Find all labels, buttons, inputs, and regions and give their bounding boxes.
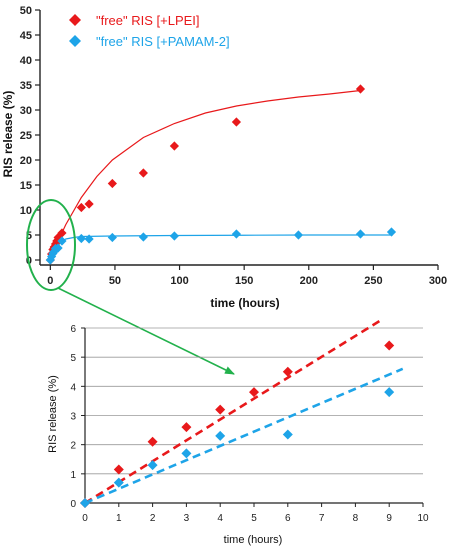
data-point-series-1	[293, 230, 304, 240]
bottom-x-axis-title: time (hours)	[224, 534, 283, 546]
bottom-y-ticks: 0 1 2 3 4 5 6	[70, 324, 85, 510]
legend-pamam-marker	[69, 35, 81, 47]
bottom-x-tick-label: 2	[150, 513, 156, 524]
bottom-grid	[85, 327, 423, 475]
bottom-x-tick-label: 10	[417, 513, 429, 524]
bottom-y-tick-label: 2	[70, 441, 76, 452]
zoom-data-point-series-0	[215, 404, 226, 415]
zoom-data-point-series-1	[80, 498, 90, 508]
bottom-data-points	[80, 340, 395, 508]
data-point-series-1	[57, 236, 67, 246]
bottom-y-tick-label: 6	[70, 324, 76, 335]
data-point-series-0	[355, 84, 366, 94]
top-x-axis-title: time (hours)	[210, 296, 279, 310]
bottom-x-tick-label: 7	[319, 513, 325, 524]
zoom-data-point-series-0	[181, 422, 192, 433]
top-axes	[39, 10, 438, 266]
bottom-y-tick-label: 1	[70, 470, 76, 481]
data-point-series-1	[53, 243, 63, 253]
bottom-y-tick-label: 4	[70, 382, 76, 393]
data-point-series-1	[107, 232, 117, 243]
legend-lpei-label: "free" RIS [+LPEI]	[96, 13, 200, 28]
top-y-tick-label: 20	[20, 155, 32, 167]
bottom-x-ticks: 0 1 2 3 4 5 6 7 8 9 10	[82, 503, 429, 524]
legend: "free" RIS [+LPEI] "free" RIS [+PAMAM-2]	[69, 13, 230, 49]
data-point-series-1	[355, 229, 366, 239]
bottom-x-tick-label: 6	[285, 513, 291, 524]
top-y-tick-label: 25	[20, 130, 32, 142]
data-point-series-0	[57, 228, 67, 238]
zoom-data-point-series-0	[384, 340, 395, 351]
top-y-tick-label: 15	[20, 180, 32, 192]
data-point-series-1	[138, 232, 148, 242]
top-x-tick-label: 200	[300, 275, 318, 287]
zoom-data-point-series-0	[113, 464, 124, 475]
bottom-x-tick-label: 5	[251, 513, 257, 524]
top-x-tick-label: 300	[429, 275, 447, 287]
bottom-x-tick-label: 0	[82, 513, 88, 524]
fit-curve-series-0	[49, 89, 361, 261]
top-x-tick-label: 250	[364, 275, 382, 287]
zoom-data-point-series-0	[282, 366, 293, 377]
data-point-series-1	[386, 227, 397, 237]
data-point-series-0	[107, 178, 117, 189]
top-y-tick-label: 50	[20, 5, 32, 17]
release-chart-zoom: 0 1 2 3 4 5 6 7 8 9 10 0 1 2 3 4 5 6 time (hours) RIS re…	[47, 318, 429, 546]
data-point-series-0	[84, 199, 94, 209]
bottom-x-tick-label: 1	[116, 513, 122, 524]
top-fit-curves	[49, 89, 393, 261]
top-x-tick-label: 0	[47, 275, 53, 287]
data-point-series-1	[169, 231, 179, 241]
top-y-tick-label: 30	[20, 105, 32, 117]
top-x-tick-label: 50	[109, 275, 121, 287]
zoom-data-point-series-1	[282, 429, 293, 440]
top-y-tick-label: 40	[20, 55, 32, 67]
top-data-points	[45, 84, 397, 265]
legend-pamam-label: "free" RIS [+PAMAM-2]	[96, 34, 230, 49]
zoom-arrow	[57, 287, 235, 375]
release-chart-full: 0 50 100 150 200 250 300 05101520253035404550 …	[1, 5, 447, 310]
top-y-axis-title: RIS release (%)	[1, 91, 15, 178]
zoom-data-point-series-1	[113, 477, 124, 488]
top-y-tick-label: 45	[20, 30, 32, 42]
data-point-series-0	[53, 232, 63, 243]
top-x-tick-label: 150	[235, 275, 253, 287]
top-y-tick-label: 5	[26, 230, 32, 242]
trend-line-series-1	[84, 367, 404, 505]
data-point-series-1	[76, 233, 86, 244]
bottom-x-tick-label: 4	[217, 513, 223, 524]
zoom-data-point-series-1	[147, 460, 158, 471]
trend-line-series-0	[84, 318, 384, 505]
top-y-tick-label: 35	[20, 80, 32, 92]
legend-lpei-marker	[69, 14, 81, 26]
data-point-series-1	[84, 234, 94, 244]
top-x-tick-label: 100	[170, 275, 188, 287]
zoom-region-ellipse	[26, 199, 76, 291]
bottom-x-tick-label: 8	[353, 513, 359, 524]
top-y-tick-label: 10	[20, 205, 32, 217]
data-point-series-0	[169, 141, 179, 151]
zoom-data-point-series-0	[249, 387, 259, 398]
bottom-y-tick-label: 5	[70, 353, 76, 364]
zoom-data-point-series-0	[147, 436, 158, 447]
zoom-data-point-series-1	[384, 387, 395, 398]
data-point-series-1	[231, 229, 242, 239]
bottom-x-tick-label: 3	[184, 513, 190, 524]
data-point-series-0	[231, 117, 242, 127]
bottom-y-axis-title: RIS release (%)	[47, 375, 59, 453]
bottom-y-tick-label: 3	[70, 412, 76, 423]
zoom-data-point-series-1	[181, 448, 192, 459]
data-point-series-0	[76, 202, 86, 213]
bottom-y-tick-label: 0	[70, 499, 76, 510]
top-x-ticks: 0 50 100 150 200 250 300	[47, 265, 447, 287]
data-point-series-0	[138, 168, 148, 178]
zoom-data-point-series-1	[215, 430, 226, 441]
bottom-trend-lines	[84, 318, 404, 505]
bottom-x-tick-label: 9	[386, 513, 392, 524]
fit-curve-series-1	[49, 234, 393, 261]
